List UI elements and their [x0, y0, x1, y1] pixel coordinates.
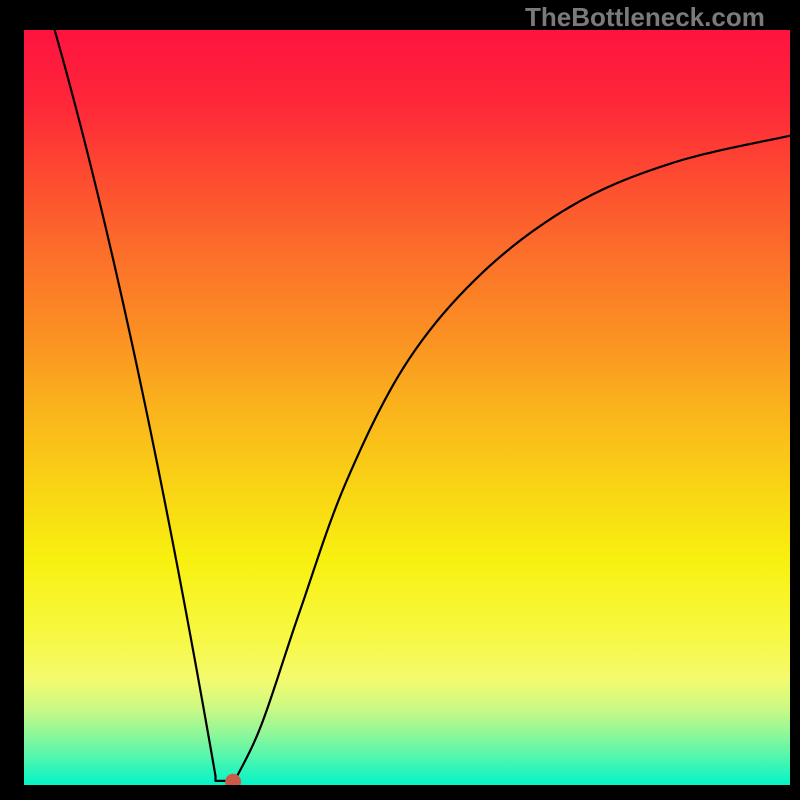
- frame-bottom: [0, 785, 800, 800]
- watermark-text: TheBottleneck.com: [525, 2, 765, 33]
- gradient-background: [24, 30, 790, 785]
- frame-left: [0, 0, 24, 800]
- frame-right: [790, 0, 800, 800]
- bottleneck-chart: [0, 0, 800, 800]
